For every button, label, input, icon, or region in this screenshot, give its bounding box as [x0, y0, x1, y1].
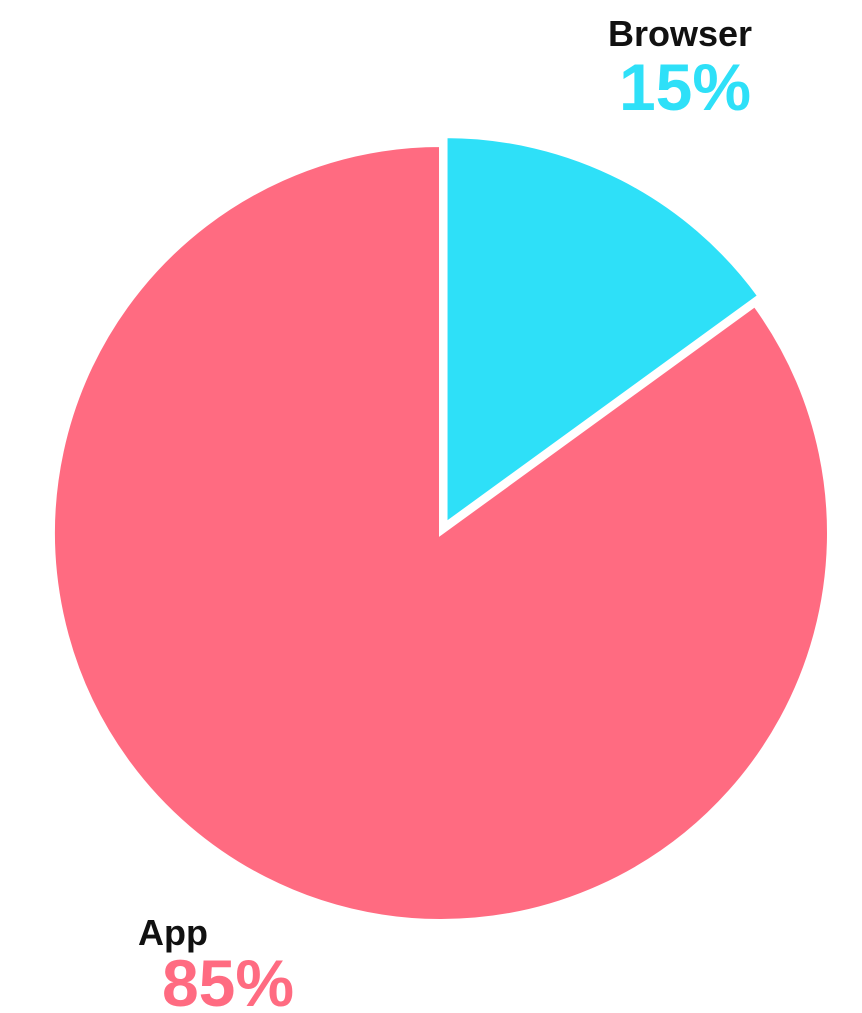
slice-value-browser: 15% [619, 50, 751, 124]
slice-label-browser: Browser [608, 13, 752, 54]
slice-label-app: App [138, 912, 208, 953]
pie-slice-app [51, 142, 831, 923]
label-app-group: App 85% [138, 912, 294, 1013]
label-browser-group: Browser 15% [608, 13, 752, 124]
slice-value-app: 85% [162, 946, 294, 1013]
pie-slice-browser [443, 134, 763, 529]
pie-slices [51, 134, 831, 923]
